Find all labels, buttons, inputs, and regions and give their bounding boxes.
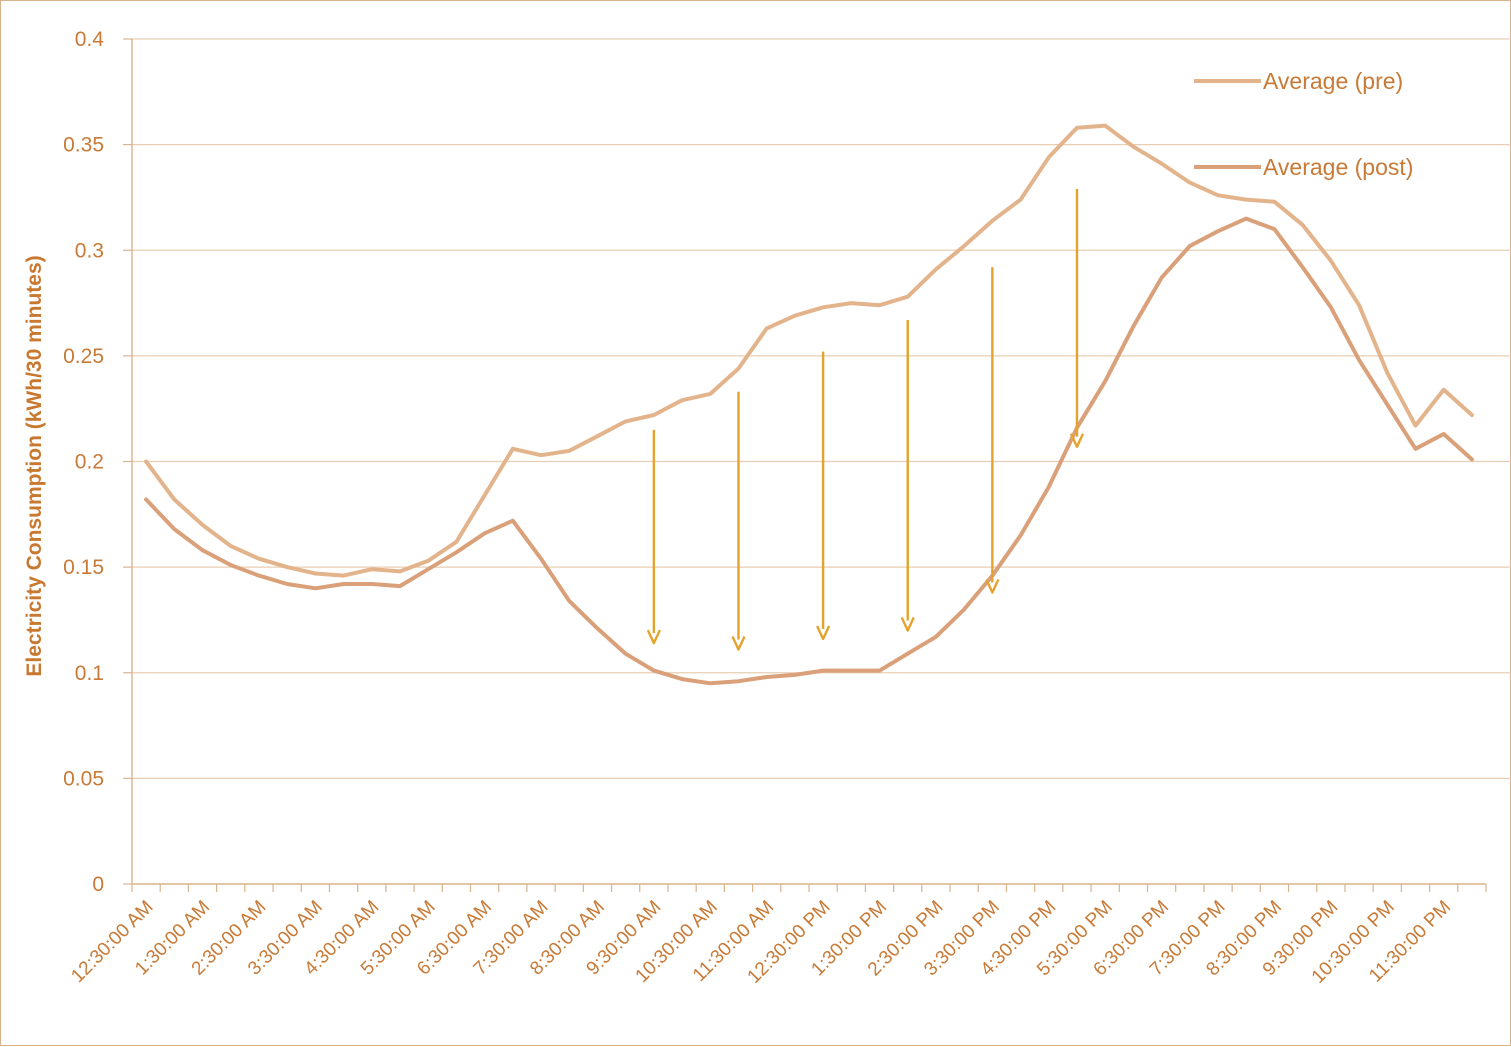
y-tick-label: 0 [92,873,104,896]
y-tick-label: 0.4 [75,28,105,51]
y-tick-label: 0.15 [63,556,104,579]
reduction-arrow [900,319,915,632]
y-tick-label: 0.25 [63,345,104,368]
gridlines [132,38,1511,779]
y-axis-label: Electricity Consumption (kWh/30 minutes) [23,255,46,676]
legend-label: Average (pre) [1263,68,1403,94]
reduction-arrow [1069,188,1085,448]
reduction-arrow [985,267,1000,594]
series-line-pre [144,123,1474,578]
reduction-arrows [646,188,1085,651]
y-tick-label: 0.2 [75,451,104,474]
reduction-arrow [731,391,746,651]
legend-item-post: Average (post) [1194,154,1413,180]
reduction-arrow [646,429,661,645]
y-tick-label: 0.35 [63,134,104,157]
y-tick-label: 0.1 [75,662,104,685]
reduction-arrow [816,351,831,641]
legend-label: Average (post) [1263,154,1413,180]
y-tick-label: 0.05 [63,767,104,790]
y-tick-label: 0.3 [75,239,104,262]
legend: Average (pre) Average (post) [1194,68,1413,180]
series-lines [144,123,1474,686]
series-line-post [144,216,1474,686]
legend-item-pre: Average (pre) [1194,68,1403,94]
